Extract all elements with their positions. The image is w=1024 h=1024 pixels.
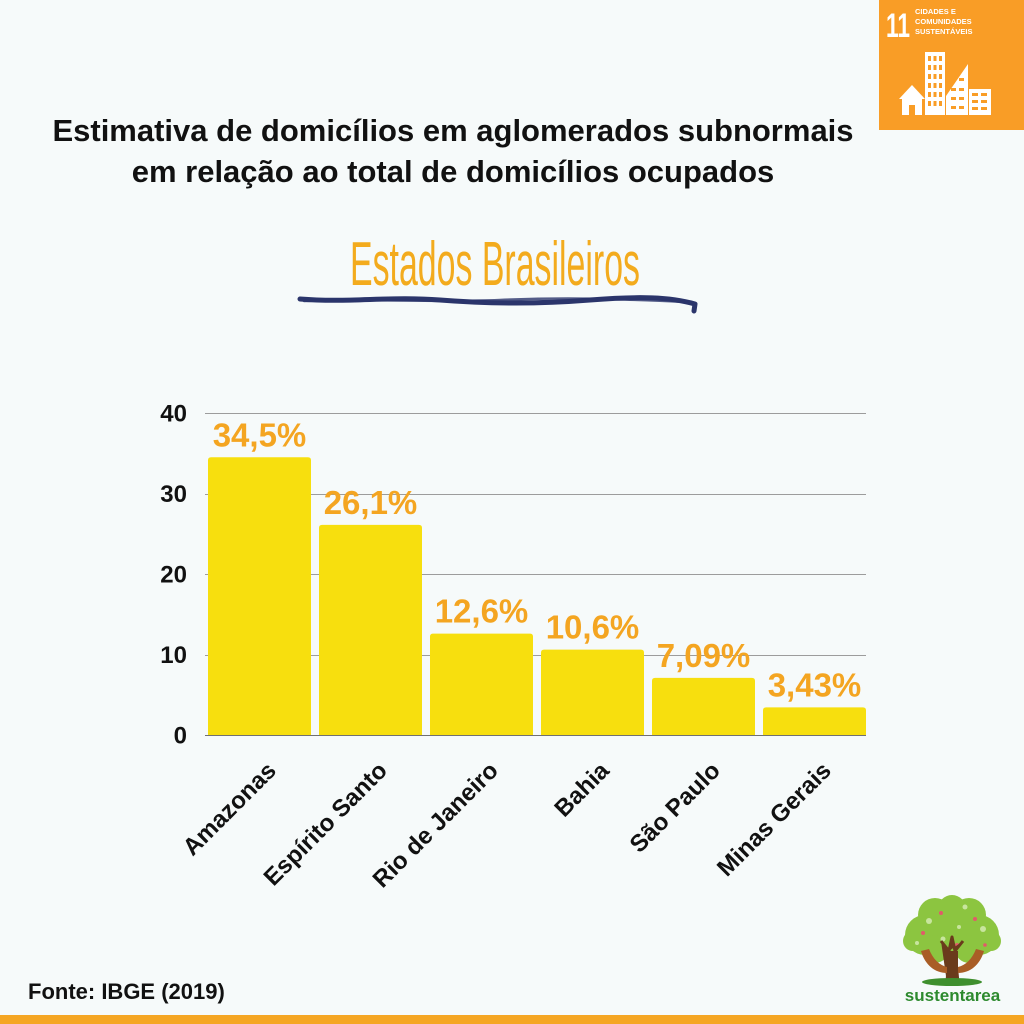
x-category-label: São Paulo	[625, 757, 726, 858]
sdg-label-line-1: CIDADES E	[915, 7, 956, 16]
page-title: Estimativa de domicílios em aglomerados …	[0, 110, 906, 192]
value-label: 26,1%	[324, 484, 418, 521]
subtitle-block: Estados Brasileiros	[297, 230, 698, 314]
sustentarea-tree-hands-icon	[903, 895, 1001, 986]
y-tick-label: 20	[160, 562, 187, 589]
y-tick-label: 40	[160, 401, 187, 428]
subtitle-underline-stroke	[302, 297, 690, 304]
gridlines	[205, 413, 866, 736]
sdg-number: 11	[886, 7, 910, 45]
sdg-11-badge: 11 CIDADES E COMUNIDADES SUSTENTÁVEIS	[879, 0, 1024, 130]
sdg-label-line-3: SUSTENTÁVEIS	[915, 27, 973, 36]
bar	[208, 457, 311, 735]
bottom-accent-bar	[0, 1015, 1024, 1024]
logo-wordmark: sustentarea	[905, 986, 1001, 1005]
bar	[763, 707, 866, 735]
sdg-11-city-buildings-icon	[899, 52, 991, 115]
bars	[208, 457, 866, 735]
x-category-label: Rio de Janeiro	[368, 757, 504, 893]
value-label: 3,43%	[768, 666, 862, 703]
value-label: 34,5%	[213, 416, 307, 453]
y-axis-ticks: 0 10 20 30 40	[160, 401, 187, 750]
bar	[652, 677, 755, 735]
x-category-label: Bahia	[549, 757, 615, 823]
subtitle: Estados Brasileiros	[350, 230, 640, 299]
value-label: 7,09%	[657, 637, 751, 674]
y-tick-label: 30	[160, 481, 187, 508]
bar	[319, 524, 422, 735]
y-tick-label: 0	[174, 723, 187, 750]
value-label: 12,6%	[435, 593, 529, 630]
sustentarea-logo: sustentarea	[903, 895, 1001, 1005]
title-line-1: Estimativa de domicílios em aglomerados …	[52, 113, 854, 148]
source-note: Fonte: IBGE (2019)	[28, 979, 225, 1004]
value-labels: 34,5% 26,1% 12,6% 10,6% 7,09% 3,43%	[213, 416, 862, 703]
sdg-label-line-2: COMUNIDADES	[915, 17, 972, 26]
x-category-label: Espírito Santo	[259, 757, 393, 891]
title-line-2: em relação ao total de domicílios ocupad…	[131, 154, 775, 189]
bar	[541, 649, 644, 735]
x-category-label: Minas Gerais	[712, 757, 837, 882]
value-label: 10,6%	[546, 609, 640, 646]
y-tick-label: 10	[160, 642, 187, 669]
bar	[430, 633, 533, 735]
x-category-label: Amazonas	[178, 757, 282, 861]
